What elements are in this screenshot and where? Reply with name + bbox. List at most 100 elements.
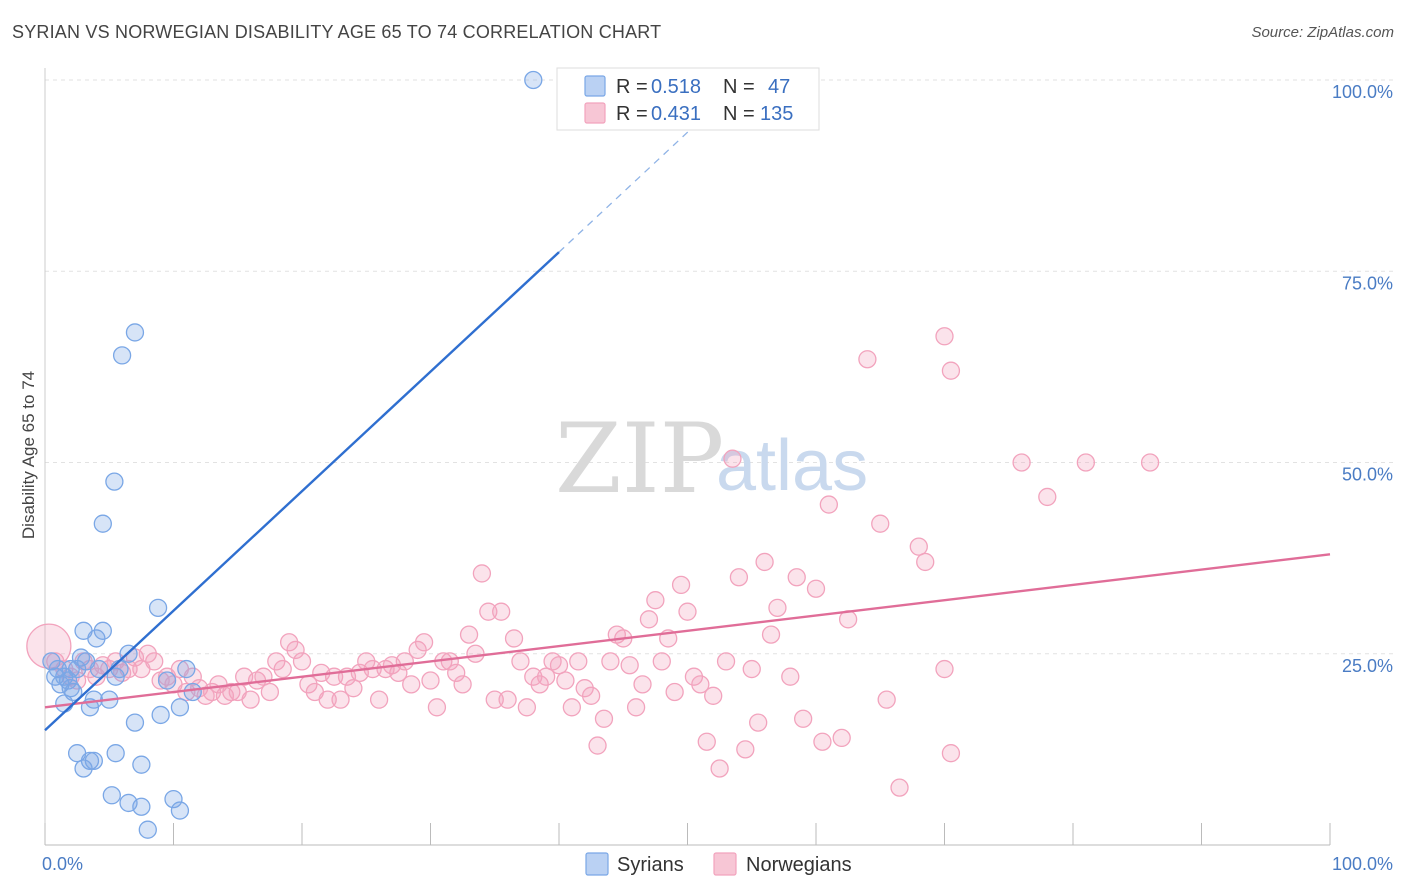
syrian-point: [170, 801, 190, 820]
norwegian-point: [479, 602, 498, 621]
norwegian-point: [485, 690, 504, 709]
watermark-zip: ZIP: [555, 403, 724, 515]
norwegian-point: [556, 671, 575, 690]
norwegian-point: [569, 652, 588, 671]
syrians-trend-extension: [558, 71, 753, 253]
norwegian-point: [318, 690, 337, 709]
norwegian-point: [781, 667, 800, 686]
norwegian-point: [344, 679, 363, 698]
norwegian-point: [427, 698, 447, 717]
syrian-point: [110, 659, 129, 679]
norwegian-point: [716, 652, 736, 671]
syrian-point: [524, 70, 543, 90]
syrian-point: [125, 323, 145, 342]
norwegian-point: [402, 675, 421, 694]
norwegian-point: [877, 690, 896, 709]
norwegian-point: [1076, 453, 1095, 472]
norwegian-point: [890, 778, 909, 797]
norwegian-point: [537, 667, 556, 686]
norwegian-point: [620, 656, 639, 675]
y-tick-label: 100.0%: [1332, 82, 1393, 102]
norwegian-point: [466, 644, 485, 663]
syrians-stats-swatch: [584, 75, 606, 97]
source-credit: Source: ZipAtlas.com: [1251, 24, 1394, 41]
norwegian-point: [806, 579, 826, 598]
norwegian-point: [813, 732, 832, 751]
x-tick-label-min: 0.0%: [42, 854, 83, 874]
norwegian-point: [222, 682, 241, 702]
norwegian-point: [736, 740, 755, 759]
norwegian-point: [472, 564, 492, 583]
norwegian-point: [581, 686, 601, 705]
norwegian-point: [594, 709, 614, 728]
syrian-point: [183, 682, 202, 702]
norwegian-point: [761, 625, 781, 644]
norwegian-point: [729, 568, 749, 587]
norwegian-point: [935, 659, 954, 679]
norwegian-point: [704, 686, 723, 705]
norwegian-point: [145, 652, 164, 671]
syrian-point: [132, 755, 151, 774]
norwegian-point: [414, 633, 434, 652]
syrian-point: [164, 789, 183, 809]
norwegian-point: [440, 652, 459, 671]
syrian-point: [105, 472, 124, 491]
syrians-r-value: 0.518: [651, 76, 701, 98]
norwegian-point: [588, 736, 607, 755]
syrians-r-label: R =: [616, 76, 648, 98]
norwegian-point: [1140, 453, 1160, 472]
norwegian-point: [871, 514, 890, 533]
series-legend: Syrians Norwegians: [585, 852, 852, 876]
norwegian-point: [755, 552, 774, 572]
norwegian-point: [626, 698, 646, 717]
stats-legend: R = 0.518 N = 47 R = 0.431 N = 135: [556, 67, 820, 131]
chart-title: SYRIAN VS NORWEGIAN DISABILITY AGE 65 TO…: [12, 22, 662, 42]
norwegians-stats-swatch: [584, 102, 606, 124]
norwegian-point: [941, 361, 961, 380]
norwegian-point: [697, 732, 716, 751]
y-tick-label: 75.0%: [1342, 273, 1393, 293]
norwegian-point: [671, 575, 691, 595]
norwegian-point: [453, 675, 472, 694]
syrian-point: [80, 751, 100, 770]
norwegian-point: [691, 675, 710, 694]
syrian-point: [93, 514, 112, 533]
norwegians-n-value: 135: [760, 103, 793, 125]
norwegian-point: [665, 682, 684, 702]
norwegian-point: [639, 610, 659, 629]
syrian-point: [157, 671, 177, 690]
syrians-legend-swatch: [585, 852, 609, 876]
syrian-point: [125, 713, 145, 732]
axes: [44, 68, 1331, 846]
syrian-point: [61, 679, 80, 698]
x-tick-labels: 0.0% 100.0%: [42, 854, 1393, 874]
syrians-n-value: 47: [768, 76, 790, 98]
syrian-point: [61, 659, 80, 679]
norwegian-point: [819, 495, 838, 514]
norwegian-point: [517, 698, 537, 717]
y-tick-label: 50.0%: [1342, 465, 1393, 485]
syrians-legend-label: Syrians: [617, 854, 684, 876]
norwegian-point: [787, 568, 806, 587]
norwegian-point: [832, 728, 851, 748]
norwegian-point: [858, 350, 877, 369]
syrians-points: [42, 70, 543, 839]
norwegian-point: [286, 640, 305, 660]
syrian-point: [177, 659, 196, 679]
norwegian-point: [935, 327, 954, 346]
norwegians-legend-label: Norwegians: [746, 854, 852, 876]
norwegian-point: [492, 602, 511, 621]
norwegian-point: [941, 744, 961, 763]
norwegians-points: [26, 327, 1160, 797]
norwegians-n-label: N =: [723, 103, 755, 125]
syrians-n-label: N =: [723, 76, 755, 98]
norwegian-point: [678, 602, 697, 621]
norwegian-point: [794, 709, 813, 728]
norwegian-point: [549, 656, 569, 675]
norwegian-point: [742, 659, 761, 679]
norwegians-r-value: 0.431: [651, 103, 701, 125]
norwegian-point: [909, 537, 928, 556]
norwegian-point: [260, 682, 280, 702]
norwegian-point: [1038, 487, 1057, 507]
norwegian-point: [633, 675, 652, 694]
